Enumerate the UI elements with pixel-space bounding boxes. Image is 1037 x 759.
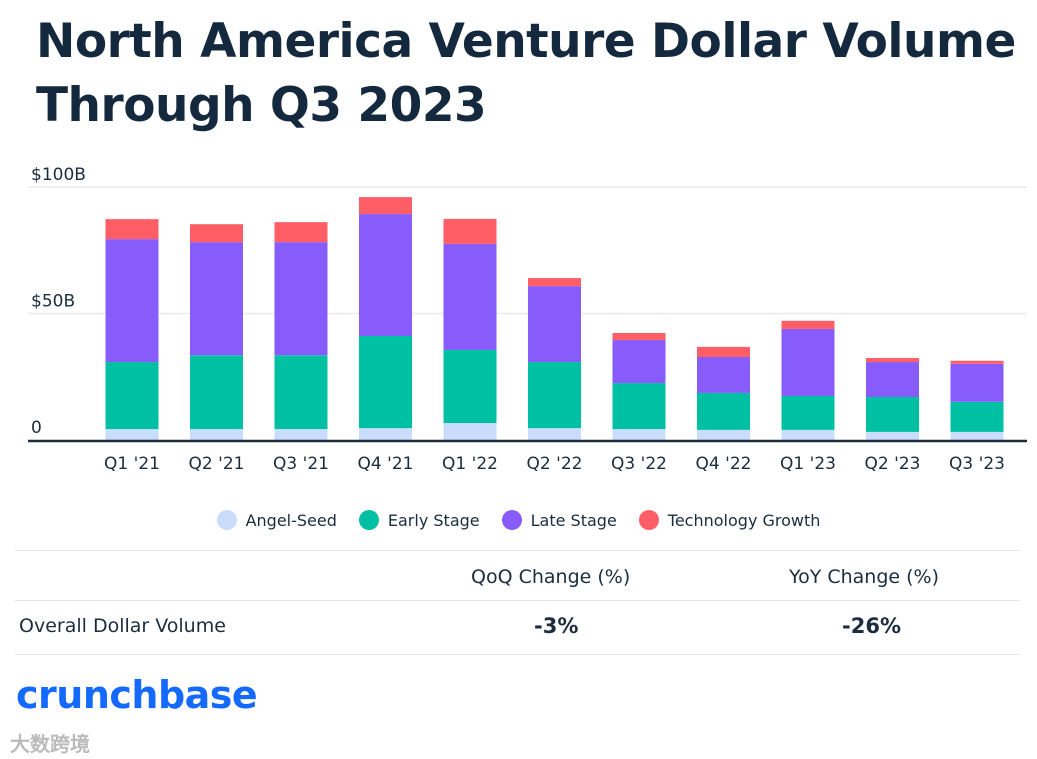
yoy-value: -26% xyxy=(842,614,901,638)
bar-segment-angel-seed xyxy=(443,423,497,440)
legend-item: Late Stage xyxy=(501,510,617,530)
x-tick-label: Q4 '21 xyxy=(358,454,414,474)
legend: Angel-Seed Early Stage Late Stage Technolog… xyxy=(0,510,1037,530)
y-tick-label: $100B xyxy=(31,165,86,185)
legend-label: Technology Growth xyxy=(667,510,821,530)
legend-item: Angel-Seed xyxy=(216,510,337,530)
crunchbase-logo: crunchbase xyxy=(16,673,258,717)
bar-segment-late-stage xyxy=(274,242,328,356)
bar-segment-late-stage xyxy=(528,286,581,363)
legend-swatch xyxy=(216,510,237,530)
bar-segment-early-stage xyxy=(190,355,243,430)
bar-segment-angel-seed xyxy=(190,429,243,440)
bar-segment-early-stage xyxy=(274,355,328,430)
bar-segment-early-stage xyxy=(612,383,666,430)
bar-segment-angel-seed xyxy=(359,428,412,440)
bar-segment-late-stage xyxy=(697,357,750,393)
bar-segment-angel-seed xyxy=(781,429,835,440)
bar-segment-late-stage xyxy=(190,242,243,356)
bar-segment-angel-seed xyxy=(105,429,159,440)
qoq-value: -3% xyxy=(534,614,579,638)
bar-segment-technology-growth xyxy=(105,219,159,240)
divider xyxy=(15,550,1020,551)
bar-segment-early-stage xyxy=(697,392,750,430)
header-yoy: YoY Change (%) xyxy=(789,566,940,588)
title-line-2: Through Q3 2023 xyxy=(36,78,487,133)
bar-segment-technology-growth xyxy=(528,278,581,287)
bar-segment-late-stage xyxy=(866,362,919,397)
legend-label: Early Stage xyxy=(387,510,480,530)
bar-segment-technology-growth xyxy=(612,332,666,341)
divider xyxy=(15,654,1020,655)
bar-segment-technology-growth xyxy=(359,197,412,215)
bar-segment-technology-growth xyxy=(697,346,750,358)
legend-swatch xyxy=(501,510,522,530)
bar-segment-technology-growth xyxy=(950,360,1004,364)
x-tick-label: Q3 '23 xyxy=(949,454,1005,474)
bar-segment-early-stage xyxy=(950,401,1004,432)
bar-segment-late-stage xyxy=(612,340,666,384)
bar-segment-early-stage xyxy=(443,349,497,424)
watermark: 大数跨境 xyxy=(10,732,90,756)
x-tick-label: Q3 '21 xyxy=(273,454,329,474)
bar-segment-angel-seed xyxy=(950,431,1004,440)
stacked-bar-chart: 0 $50B $100B Q1 '21 Q2 '21 Q3 '21 Q4 '21 Q1 '22… xyxy=(28,165,1027,474)
bar-segment-late-stage xyxy=(359,214,412,337)
bar-segment-angel-seed xyxy=(274,429,328,440)
bar-segment-early-stage xyxy=(528,362,581,429)
bar-segment-late-stage xyxy=(781,328,835,396)
legend-item: Technology Growth xyxy=(638,510,821,530)
bar-segment-technology-growth xyxy=(866,358,919,363)
bar-segment-angel-seed xyxy=(697,429,750,440)
legend-label: Late Stage xyxy=(530,510,617,530)
bar-segment-angel-seed xyxy=(866,431,919,440)
bar-segment-technology-growth xyxy=(443,218,497,244)
x-tick-label: Q3 '22 xyxy=(611,454,667,474)
legend-label: Angel-Seed xyxy=(245,510,337,530)
y-tick-label: $50B xyxy=(31,292,75,312)
bar-segment-angel-seed xyxy=(612,429,666,440)
legend-item: Early Stage xyxy=(358,510,480,530)
bar-segment-early-stage xyxy=(866,396,919,432)
bar-segment-early-stage xyxy=(105,362,159,430)
x-tick-label: Q2 '22 xyxy=(527,454,583,474)
x-tick-label: Q2 '21 xyxy=(189,454,245,474)
row-label: Overall Dollar Volume xyxy=(19,615,226,637)
bar-segment-late-stage xyxy=(105,239,159,363)
bar-segment-early-stage xyxy=(359,336,412,429)
legend-swatch xyxy=(638,510,659,530)
bar-segment-technology-growth xyxy=(274,222,328,243)
x-tick-label: Q4 '22 xyxy=(696,454,752,474)
bar-segment-late-stage xyxy=(443,243,497,350)
legend-swatch xyxy=(358,510,379,530)
bar-segment-late-stage xyxy=(950,363,1004,402)
x-tick-label: Q1 '23 xyxy=(780,454,836,474)
x-tick-label: Q1 '22 xyxy=(442,454,498,474)
x-tick-label: Q1 '21 xyxy=(104,454,160,474)
y-tick-label: 0 xyxy=(31,418,42,438)
bar-segment-technology-growth xyxy=(190,224,243,243)
title-line-1: North America Venture Dollar Volume xyxy=(36,14,1016,69)
bar-segment-angel-seed xyxy=(528,428,581,440)
bar-segment-early-stage xyxy=(781,395,835,430)
chart-title: North America Venture Dollar Volume Throu… xyxy=(36,10,1016,138)
divider xyxy=(15,600,1020,601)
bar-segment-technology-growth xyxy=(781,320,835,329)
header-qoq: QoQ Change (%) xyxy=(471,566,631,588)
x-tick-label: Q2 '23 xyxy=(865,454,921,474)
